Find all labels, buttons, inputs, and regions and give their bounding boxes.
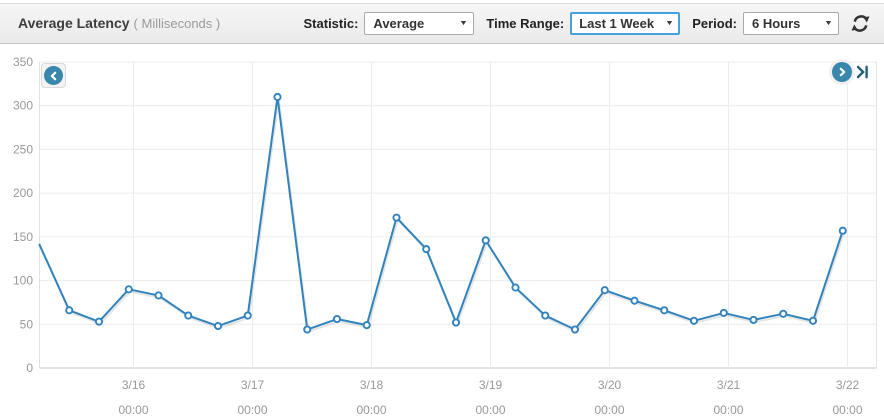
- y-tick-label: 0: [26, 361, 33, 375]
- x-tick-time-label: 00:00: [832, 403, 862, 417]
- x-tick-date-label: 3/22: [836, 378, 860, 392]
- x-tick-date-label: 3/18: [360, 378, 384, 392]
- chevron-down-icon: ▼: [824, 20, 834, 27]
- pan-left-button[interactable]: [41, 63, 66, 88]
- series-line: [38, 95, 844, 331]
- data-point[interactable]: [838, 226, 847, 235]
- data-point[interactable]: [541, 311, 550, 320]
- y-tick-label: 200: [13, 186, 33, 200]
- chart-area: 0 50 100 150 200 250 300 350 3/16 00:00 3/17 00:00 3…: [0, 44, 884, 419]
- chevron-right-circle-icon: [839, 67, 846, 77]
- x-tick-date-label: 3/21: [717, 378, 741, 392]
- data-point[interactable]: [303, 325, 312, 334]
- statistic-select[interactable]: Average ▼: [364, 12, 475, 35]
- period-value: 6 Hours: [752, 16, 801, 31]
- y-tick-label: 350: [13, 55, 33, 69]
- chevron-right-to-bar-icon: [856, 65, 868, 79]
- x-tick-date-label: 3/17: [241, 378, 265, 392]
- x-tick-time-label: 00:00: [237, 403, 267, 417]
- data-point[interactable]: [719, 308, 728, 317]
- data-point[interactable]: [273, 92, 282, 102]
- data-point[interactable]: [689, 316, 699, 325]
- data-point[interactable]: [570, 325, 580, 334]
- refresh-button[interactable]: [849, 12, 872, 35]
- time-range-label: Time Range:: [486, 16, 565, 31]
- data-point[interactable]: [184, 311, 193, 320]
- y-tick-label: 50: [20, 317, 34, 331]
- chart-header: Average Latency( Milliseconds ) Statisti…: [0, 3, 884, 44]
- data-point[interactable]: [630, 296, 639, 305]
- data-point[interactable]: [600, 286, 609, 295]
- chevron-down-icon: ▼: [665, 20, 675, 27]
- data-point[interactable]: [511, 283, 520, 292]
- y-tick-label: 100: [13, 274, 33, 288]
- pan-right-button[interactable]: [832, 62, 852, 82]
- data-point[interactable]: [481, 236, 490, 245]
- data-point[interactable]: [779, 309, 788, 318]
- data-point[interactable]: [124, 285, 133, 294]
- x-tick-date-label: 3/19: [479, 378, 503, 392]
- data-point[interactable]: [362, 321, 371, 330]
- x-tick-time-label: 00:00: [594, 403, 624, 417]
- x-tick-time-label: 00:00: [118, 403, 148, 417]
- chart-title-group: Average Latency( Milliseconds ): [18, 15, 220, 33]
- chevron-down-icon: ▼: [459, 20, 469, 27]
- time-range-select[interactable]: Last 1 Week ▼: [570, 12, 681, 35]
- data-point[interactable]: [154, 291, 163, 300]
- latency-line-chart: 0 50 100 150 200 250 300 350 3/16 00:00 3/17 00:00 3…: [13, 55, 877, 417]
- data-point[interactable]: [243, 311, 252, 320]
- data-point[interactable]: [65, 306, 74, 315]
- period-label: Period:: [692, 16, 737, 31]
- y-tick-label: 250: [13, 142, 33, 156]
- data-point[interactable]: [392, 213, 401, 222]
- x-tick-date-label: 3/16: [122, 378, 146, 392]
- data-point[interactable]: [422, 245, 431, 254]
- chevron-left-circle-icon: [44, 66, 63, 85]
- x-tick-time-label: 00:00: [475, 403, 505, 417]
- x-tick-time-label: 00:00: [356, 403, 386, 417]
- jump-to-latest-button[interactable]: [855, 65, 869, 79]
- refresh-icon: [851, 15, 870, 32]
- data-point[interactable]: [94, 317, 104, 326]
- data-point[interactable]: [660, 306, 669, 315]
- data-point[interactable]: [749, 315, 758, 324]
- statistic-value: Average: [373, 16, 425, 31]
- chart-controls: Statistic: Average ▼ Time Range: Last 1 …: [292, 12, 872, 35]
- x-tick-time-label: 00:00: [713, 403, 743, 417]
- data-point[interactable]: [451, 318, 461, 327]
- x-tick-date-label: 3/20: [598, 378, 622, 392]
- time-range-value: Last 1 Week: [579, 16, 655, 31]
- chart-title: Average Latency: [18, 14, 130, 31]
- data-point[interactable]: [332, 314, 342, 324]
- statistic-label: Statistic:: [303, 16, 359, 31]
- data-point[interactable]: [808, 316, 818, 325]
- data-point[interactable]: [213, 321, 223, 331]
- y-tick-label: 300: [13, 99, 33, 113]
- period-select[interactable]: 6 Hours ▼: [743, 12, 839, 35]
- y-tick-label: 150: [13, 230, 33, 244]
- chart-title-unit: ( Milliseconds ): [133, 15, 221, 31]
